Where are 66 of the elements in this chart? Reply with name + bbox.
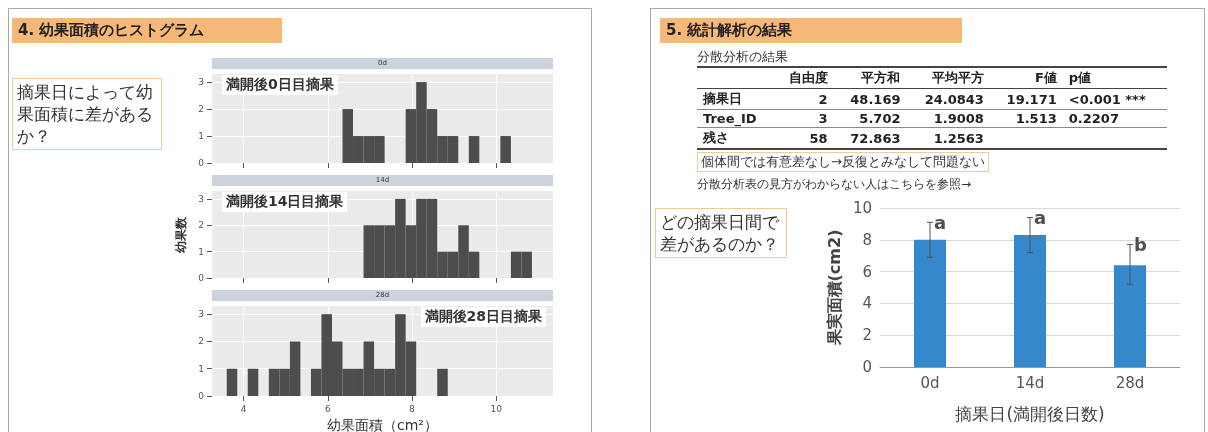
x-tick-label: 10 xyxy=(490,403,503,414)
y-tick-label: 0 xyxy=(198,273,205,283)
y-tick-label: 1 xyxy=(198,246,204,257)
text: 摘果日によって幼果面積に差があるか？ xyxy=(12,78,162,150)
annotation: 満開後0日目摘果 xyxy=(222,75,338,95)
y-tick-label: 2 xyxy=(862,326,872,345)
text: どの摘果日間で差があるのか？ xyxy=(655,208,787,258)
y-tick-label: 6 xyxy=(862,262,872,281)
y-axis-title: 幼果数 xyxy=(174,215,189,253)
category-label: 平均平方 xyxy=(930,69,985,87)
x-axis-title: 摘果日(満開後日数) xyxy=(955,403,1105,424)
y-axis-title: 果実面積(cm2) xyxy=(824,229,844,347)
y-tick-label: 3 xyxy=(198,193,204,204)
text: 24.0843 xyxy=(924,91,984,107)
annotation: a xyxy=(1034,207,1047,229)
y-tick-label: 0 xyxy=(198,391,205,401)
category-label: 平方和 xyxy=(860,69,902,87)
bar xyxy=(1114,265,1146,367)
text: 5. 統計解析の結果 xyxy=(660,18,962,43)
text: 3 xyxy=(818,111,828,126)
category-label: Tree_ID xyxy=(703,111,757,126)
text: 72.863 xyxy=(850,130,901,146)
y-tick-label: 4 xyxy=(862,294,872,313)
y-tick-label: 2 xyxy=(198,336,204,347)
x-axis-title: 幼果面積（cm²） xyxy=(327,416,438,432)
y-tick-label: 1 xyxy=(198,363,204,374)
y-tick-label: 3 xyxy=(198,77,204,88)
text: 1.513 xyxy=(1015,111,1057,126)
x-tick-label: 14d xyxy=(1015,373,1045,392)
text: 0.2207 xyxy=(1068,111,1119,126)
category-label: p値 xyxy=(1067,69,1093,87)
annotation: 満開後14日目摘果 xyxy=(222,192,348,212)
category-label: 摘果日 xyxy=(703,91,742,106)
text: 19.171 xyxy=(1006,91,1057,107)
x-tick-label: 8 xyxy=(409,403,416,414)
y-tick-label: 1 xyxy=(198,131,204,142)
y-tick-label: 0 xyxy=(198,158,205,168)
y-tick-label: 3 xyxy=(198,309,204,320)
y-tick-label: 10 xyxy=(852,199,872,217)
text: 分散分析表の見方がわからない人はこちらを参照→ xyxy=(697,176,972,193)
text: 1.9008 xyxy=(933,111,984,126)
text: 分散分析の結果 xyxy=(697,48,788,66)
x-tick-label: 4 xyxy=(240,403,247,414)
category-label: 残さ xyxy=(703,130,729,145)
annotation: b xyxy=(1134,234,1147,256)
text: 1.2563 xyxy=(933,130,984,146)
text: 58 xyxy=(809,130,828,146)
chart-title: 4. 幼果面積のヒストグラム xyxy=(12,18,282,43)
category-label: F値 xyxy=(1033,69,1058,87)
x-tick-label: 6 xyxy=(324,403,331,414)
y-tick-label: 0 xyxy=(862,358,872,376)
text: 48.169 xyxy=(850,91,901,107)
annotation: a xyxy=(934,211,947,233)
x-tick-label: 28d xyxy=(1115,373,1145,392)
y-tick-label: 8 xyxy=(862,230,872,249)
bar xyxy=(914,239,946,367)
text: 5.702 xyxy=(859,111,901,126)
text: 2 xyxy=(818,91,828,107)
text: 個体間では有意差なし→反復とみなして問題ない xyxy=(697,152,989,172)
category-label: 自由度 xyxy=(787,69,829,87)
bar xyxy=(1014,235,1046,367)
y-tick-label: 2 xyxy=(198,104,204,115)
x-tick-label: 0d xyxy=(920,373,940,392)
annotation: 満開後28日目摘果 xyxy=(420,307,546,327)
text: <0.001 *** xyxy=(1068,91,1146,107)
y-tick-label: 2 xyxy=(198,220,204,231)
